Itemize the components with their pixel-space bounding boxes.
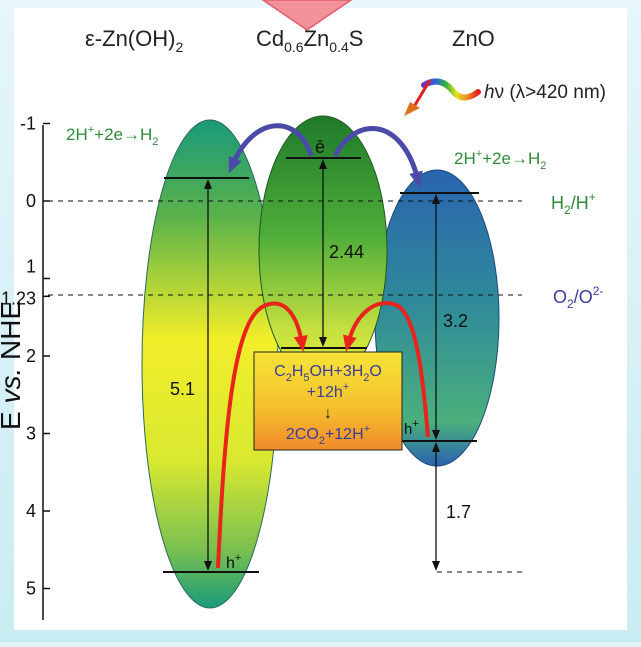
hole-label-zno: h+	[404, 418, 419, 438]
zno-gap-value: 3.2	[443, 311, 468, 331]
reaction-line-1: C2H5OH+3H2O	[274, 363, 382, 384]
light-label: hν (λ>420 nm)	[484, 82, 606, 103]
offset-value: 1.7	[446, 502, 471, 522]
o2-level-label: O2/O2-	[553, 284, 603, 311]
title-zn-oh2: ε-Zn(OH)2	[85, 26, 183, 55]
hole-transfer-arrow-left	[216, 301, 308, 569]
reaction-arrow: ↓	[324, 405, 332, 422]
axis-tick-label: 5	[26, 579, 36, 599]
electron-transfer-arrow-left	[228, 123, 314, 174]
pointer-triangle	[261, 0, 353, 31]
axis-tick-label: 2	[26, 346, 36, 366]
h2-evolution-label-right: 2H++2e→H2	[454, 148, 546, 172]
title-cdzns: Cd0.6Zn0.4S	[256, 26, 363, 55]
axis-tick-label: 3	[26, 424, 36, 444]
axis-tick-label: -1	[20, 114, 36, 134]
hole-transfer-arrow-right	[343, 301, 430, 438]
axis-tick-label: 4	[26, 501, 36, 521]
h2-level-label: H2/H+	[551, 190, 596, 217]
axis-label: E vs. NHE	[0, 301, 26, 430]
axis-tick-label: 1	[26, 257, 36, 277]
light-wave-icon	[421, 78, 481, 101]
reaction-line-2: +12h+	[307, 381, 349, 401]
potential-axis: -1 0 1 1.23 2 3 4 5	[1, 114, 50, 620]
axis-tick-label: 0	[26, 191, 36, 211]
oxidation-reaction-box	[253, 351, 403, 451]
electron-label: ē	[315, 137, 325, 157]
cdzns-gap-value: 2.44	[329, 242, 364, 262]
electron-transfer-arrow-right	[332, 126, 423, 188]
reaction-line-3: 2CO2+12H+	[286, 423, 370, 447]
light-arrowhead-icon	[404, 102, 420, 116]
axis-tick-label: 1.23	[1, 288, 36, 308]
zn-oh2-gap-value: 5.1	[170, 379, 195, 399]
h2-evolution-label-left: 2H++2e→H2	[66, 124, 158, 148]
title-zno: ZnO	[452, 26, 495, 51]
hole-label-zn-oh2: h+	[226, 552, 241, 572]
